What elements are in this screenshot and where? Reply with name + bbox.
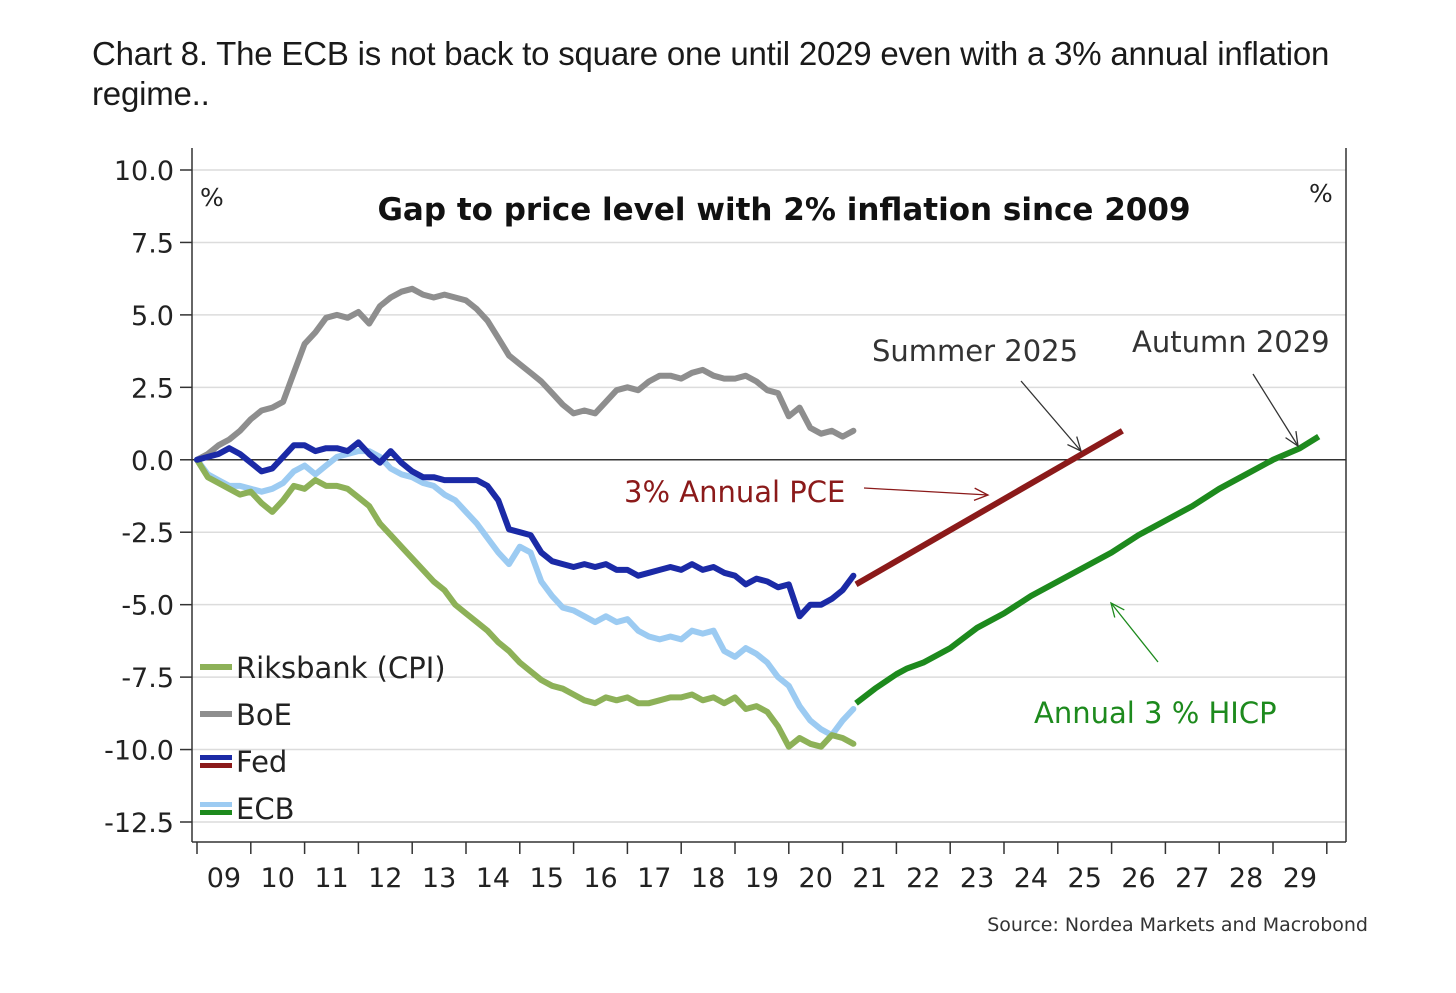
x-tick-label: 09 <box>207 863 241 894</box>
x-tick-label: 25 <box>1068 863 1102 894</box>
arrow-autumn-2029 <box>1252 373 1299 447</box>
arrow-3pct-annual-pce-head <box>973 487 990 501</box>
x-axis-ticks: 09 10 11 12 13 14 15 16 17 18 19 20 21 22 23 24 25 26 27 28… <box>196 842 1328 894</box>
legend-swatch-ecb <box>200 802 232 807</box>
annotation-arrows <box>863 373 1299 663</box>
legend-swatch-riksbank-cpi <box>200 664 232 670</box>
x-tick-label: 27 <box>1175 863 1209 894</box>
arrow-summer-2025-head <box>1067 436 1083 453</box>
legend: Riksbank (CPI) BoE Fed ECB <box>200 651 446 826</box>
y-tick-label: -10.0 <box>104 736 174 767</box>
y-tick-label: 7.5 <box>131 228 174 259</box>
series-line-ecb <box>194 448 857 739</box>
x-tick-label: 23 <box>960 863 994 894</box>
y-tick-label: -7.5 <box>121 663 174 694</box>
legend-label-boe: BoE <box>236 698 292 732</box>
arrow-autumn-2029-head <box>1285 431 1299 448</box>
y-tick-label: 10.0 <box>114 156 174 187</box>
series-line-riksbank-cpi <box>194 456 857 750</box>
series-line-boe <box>194 285 857 463</box>
annotation-annual-3pct-hicp: Annual 3 % HICP <box>1034 696 1277 730</box>
x-tick-label: 29 <box>1283 863 1317 894</box>
legend-swatch-ecb-projection <box>200 810 232 815</box>
y-unit-right: % <box>1309 179 1333 208</box>
legend-swatch-boe <box>200 711 232 717</box>
y-tick-label: -5.0 <box>121 591 174 622</box>
x-tick-label: 22 <box>906 863 940 894</box>
annotation-summer-2025: Summer 2025 <box>872 334 1078 368</box>
x-tick-label: 19 <box>745 863 779 894</box>
annotation-3pct-annual-pce: 3% Annual PCE <box>624 475 845 509</box>
legend-label-fed: Fed <box>236 745 287 779</box>
y-tick-label: 2.5 <box>131 373 174 404</box>
page-title: Chart 8. The ECB is not back to square o… <box>92 35 1330 112</box>
y-unit-left: % <box>200 183 224 212</box>
x-tick-label: 28 <box>1229 863 1263 894</box>
x-tick-label: 26 <box>1121 863 1155 894</box>
x-tick-label: 21 <box>852 863 886 894</box>
x-tick-label: 20 <box>799 863 833 894</box>
y-tick-label: 5.0 <box>131 301 174 332</box>
x-tick-label: 17 <box>637 863 671 894</box>
y-tick-label: -2.5 <box>121 518 174 549</box>
x-tick-label: 18 <box>691 863 725 894</box>
series-line-fed <box>194 439 857 620</box>
arrow-annual-3pct-hicp-head <box>1110 601 1125 618</box>
series-lines <box>194 285 1321 750</box>
legend-label-riksbank-cpi: Riksbank (CPI) <box>236 651 446 685</box>
projection-line-3-annual-pce <box>854 428 1124 587</box>
arrow-annual-3pct-hicp <box>1110 602 1159 663</box>
arrow-summer-2025 <box>1020 380 1082 452</box>
x-tick-label: 14 <box>476 863 510 894</box>
chart-title: Gap to price level with 2% inflation sin… <box>377 192 1190 228</box>
x-tick-label: 12 <box>368 863 402 894</box>
y-tick-label: -12.5 <box>104 808 174 839</box>
source-note: Source: Nordea Markets and Macrobond <box>987 914 1368 936</box>
projection-line-annual-3-hicp <box>854 434 1321 706</box>
y-axis-ticks: 10.0 7.5 5.0 2.5 0.0 -2.5 -5.0 -7.5 -10.0 -12.5 <box>104 156 192 839</box>
legend-swatch-fed <box>200 755 232 760</box>
x-tick-label: 13 <box>422 863 456 894</box>
x-tick-label: 16 <box>583 863 617 894</box>
arrow-3pct-annual-pce <box>863 487 989 496</box>
y-tick-label: 0.0 <box>131 446 174 477</box>
x-tick-label: 15 <box>530 863 564 894</box>
annotation-autumn-2029: Autumn 2029 <box>1132 325 1330 359</box>
x-tick-label: 24 <box>1014 863 1048 894</box>
legend-swatch-fed-projection <box>200 763 232 768</box>
x-tick-label: 11 <box>314 863 348 894</box>
x-tick-label: 10 <box>261 863 295 894</box>
legend-label-ecb: ECB <box>236 792 294 826</box>
